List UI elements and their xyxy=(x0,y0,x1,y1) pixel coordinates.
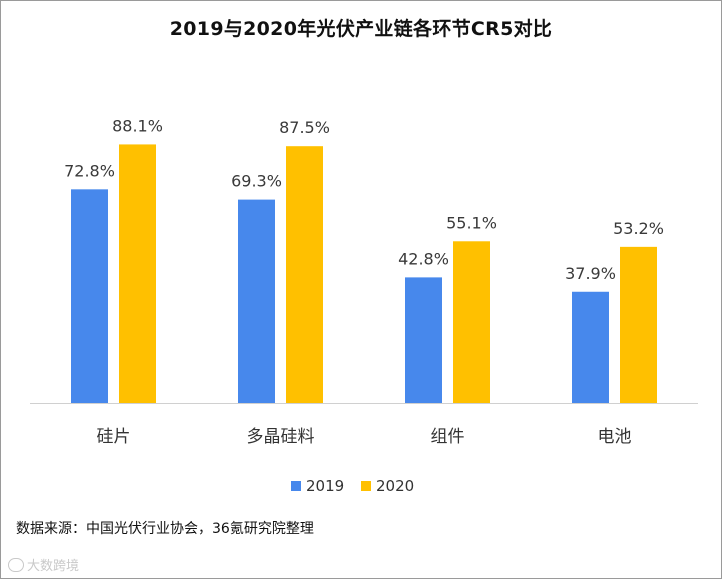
legend-swatch-2020 xyxy=(361,481,371,491)
data-label-2020-4: 53.2% xyxy=(613,219,664,238)
chart-title: 2019与2020年光伏产业链各环节CR5对比 xyxy=(169,18,553,40)
data-label-2019-3: 42.8% xyxy=(398,249,449,268)
data-label-2020-1: 88.1% xyxy=(112,116,163,135)
data-label-2020-2: 87.5% xyxy=(279,118,330,137)
data-label-2019-2: 69.3% xyxy=(231,172,282,191)
watermark: 大数跨境 xyxy=(8,555,79,574)
x-tick-label-3: 组件 xyxy=(431,427,465,447)
bar-2019-3 xyxy=(405,277,442,403)
legend-label-2019: 2019 xyxy=(306,477,344,495)
data-label-2019-1: 72.8% xyxy=(64,161,115,180)
x-tick-label-1: 硅片 xyxy=(97,427,131,447)
x-tick-label-4: 电池 xyxy=(598,427,632,447)
legend-swatch-2019 xyxy=(291,481,301,491)
bar-2020-1 xyxy=(119,144,156,403)
bar-2019-1 xyxy=(71,189,108,403)
data-label-2020-3: 55.1% xyxy=(446,213,497,232)
legend-label-2020: 2020 xyxy=(376,477,414,495)
source-note: 数据来源：中国光伏行业协会，36氪研究院整理 xyxy=(16,521,314,537)
bar-2020-2 xyxy=(286,146,323,403)
bar-2020-3 xyxy=(453,241,490,403)
data-label-2019-4: 37.9% xyxy=(565,264,616,283)
bar-2019-2 xyxy=(238,199,275,403)
bar-2020-4 xyxy=(620,246,657,403)
bar-2019-4 xyxy=(572,291,609,403)
watermark-logo-icon xyxy=(8,557,24,572)
x-tick-label-2: 多晶硅料 xyxy=(247,427,315,447)
watermark-text: 大数跨境 xyxy=(27,559,80,574)
